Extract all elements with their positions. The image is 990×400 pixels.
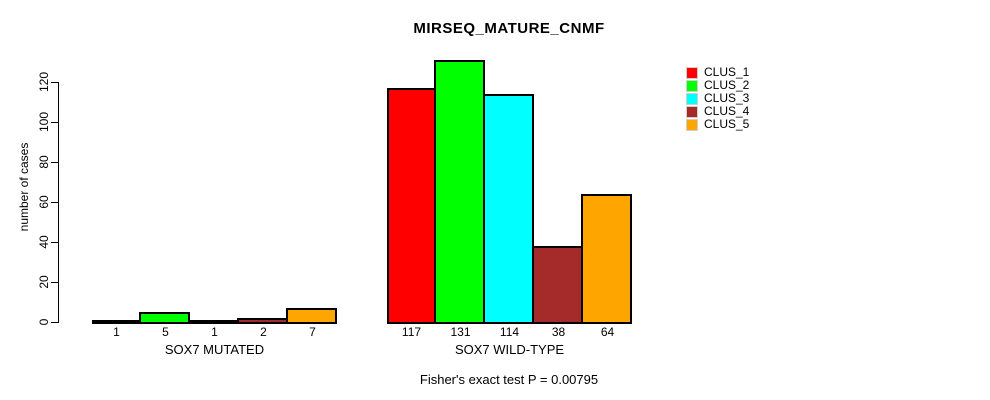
legend-label: CLUS_2 — [704, 78, 750, 92]
y-axis-tick-label: 20 — [37, 275, 51, 289]
y-axis-tick — [51, 322, 58, 323]
y-axis-line — [58, 82, 59, 323]
legend-item-clus_2: CLUS_2 — [686, 79, 749, 92]
y-axis-tick-label: 0 — [37, 318, 51, 326]
y-axis-tick — [51, 82, 58, 83]
group-label: SOX7 MUTATED — [164, 342, 265, 357]
bar-clus_1-mutated — [92, 320, 141, 324]
bar-clus_5-mutated — [286, 308, 337, 324]
legend-swatch-clus_4 — [686, 105, 698, 118]
bar-clus_3-mutated — [188, 320, 239, 324]
legend-label: CLUS_1 — [704, 65, 750, 79]
legend-label: CLUS_3 — [704, 91, 750, 105]
bar-value-label: 2 — [260, 325, 267, 339]
y-axis-tick-label: 40 — [37, 235, 51, 249]
legend-swatch-clus_2 — [686, 79, 698, 92]
y-axis-tick — [51, 242, 58, 243]
bar-value-label: 114 — [499, 325, 520, 339]
bar-clus_4-mutated — [237, 318, 288, 324]
legend-swatch-clus_1 — [686, 66, 698, 79]
bar-value-label: 38 — [551, 325, 566, 339]
y-axis-tick-label: 100 — [37, 111, 51, 133]
bar-value-label: 1 — [113, 325, 120, 339]
bar-value-label: 5 — [162, 325, 169, 339]
legend-item-clus_4: CLUS_4 — [686, 105, 749, 118]
legend: CLUS_1 CLUS_2 CLUS_3 CLUS_4 CLUS_5 — [686, 66, 749, 131]
bar-clus_2-mutated — [139, 312, 190, 324]
bar-value-label: 64 — [600, 325, 615, 339]
legend-item-clus_5: CLUS_5 — [686, 118, 749, 131]
chart-title: MIRSEQ_MATURE_CNMF — [413, 20, 605, 37]
bar-clus_1-wildtype — [387, 88, 436, 324]
legend-label: CLUS_4 — [704, 104, 750, 118]
y-axis-tick — [51, 202, 58, 203]
bar-clus_4-wildtype — [532, 246, 583, 324]
y-axis-tick — [51, 282, 58, 283]
group-label: SOX7 WILD-TYPE — [454, 342, 565, 357]
y-axis-tick-label: 60 — [37, 195, 51, 209]
y-axis-tick — [51, 162, 58, 163]
y-axis-tick-label: 80 — [37, 155, 51, 169]
bar-value-label: 117 — [401, 325, 422, 339]
bar-value-label: 131 — [450, 325, 471, 339]
bar-clus_5-wildtype — [581, 194, 632, 324]
bar-clus_3-wildtype — [483, 94, 534, 324]
legend-swatch-clus_5 — [686, 118, 698, 131]
legend-swatch-clus_3 — [686, 92, 698, 105]
legend-item-clus_1: CLUS_1 — [686, 66, 749, 79]
y-axis-label: number of cases — [17, 142, 31, 232]
bar-value-label: 1 — [211, 325, 218, 339]
bar-value-label: 7 — [309, 325, 316, 339]
bar-clus_2-wildtype — [434, 60, 485, 324]
legend-label: CLUS_5 — [704, 117, 750, 131]
y-axis-tick — [51, 122, 58, 123]
fisher-test-annotation: Fisher's exact test P = 0.00795 — [419, 372, 599, 387]
y-axis-tick-label: 120 — [37, 71, 51, 93]
legend-item-clus_3: CLUS_3 — [686, 92, 749, 105]
